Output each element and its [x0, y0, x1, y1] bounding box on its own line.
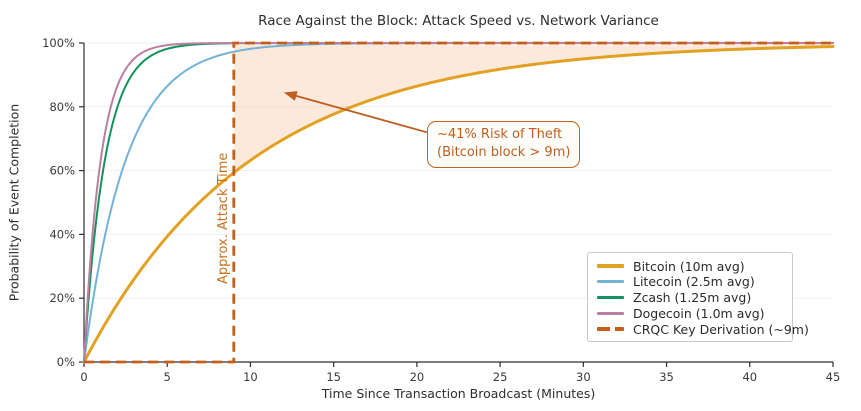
risk-annotation-line1: ~41% Risk of Theft: [437, 127, 563, 142]
legend-item-dogecoin: Dogecoin (1.0m avg): [597, 305, 784, 321]
legend-label-bitcoin: Bitcoin (10m avg): [633, 258, 745, 274]
x-tick-label: 40: [742, 370, 757, 384]
litecoin-line-swatch: [597, 280, 624, 284]
risk-shaded-region: [233, 43, 834, 173]
legend-item-zcash: Zcash (1.25m avg): [597, 290, 784, 305]
legend-label-litecoin: Litecoin (2.5m avg): [633, 274, 755, 290]
legend-item-litecoin: Litecoin (2.5m avg): [597, 274, 784, 290]
y-tick-label: 0%: [57, 355, 75, 369]
dogecoin-line-swatch: [597, 311, 624, 315]
x-axis-label: Time Since Transaction Broadcast (Minute…: [321, 386, 596, 401]
x-tick-label: 25: [493, 370, 508, 384]
risk-annotation-line2: (Bitcoin block > 9m): [437, 144, 571, 160]
x-tick-label: 20: [410, 370, 425, 384]
y-tick-label: 20%: [49, 291, 75, 305]
legend: Bitcoin (10m avg) Litecoin (2.5m avg) Zc…: [587, 252, 809, 342]
bitcoin-line-swatch: [597, 264, 624, 268]
chart-title: Race Against the Block: Attack Speed vs.…: [258, 13, 659, 29]
y-tick-label: 100%: [42, 36, 75, 50]
y-tick-label: 60%: [49, 164, 75, 178]
x-tick-label: 30: [576, 370, 591, 384]
legend-label-zcash: Zcash (1.25m avg): [633, 290, 752, 305]
legend-item-bitcoin: Bitcoin (10m avg): [597, 258, 784, 274]
crqc-threshold-line: [84, 41, 833, 364]
legend-label-dogecoin: Dogecoin (1.0m avg): [633, 305, 765, 321]
y-axis-label: Probability of Event Completion: [6, 103, 22, 302]
zcash-line-swatch: [597, 296, 624, 299]
x-tick-label: 15: [326, 370, 341, 384]
legend-label-crqc: CRQC Key Derivation (~9m): [633, 321, 809, 337]
y-tick-label: 40%: [49, 227, 75, 241]
x-tick-label: 45: [826, 370, 841, 384]
x-tick-label: 5: [164, 370, 171, 384]
x-tick-label: 35: [659, 370, 674, 384]
risk-annotation-box: ~41% Risk of Theft (Bitcoin block > 9m): [427, 121, 581, 168]
curve-bitcoin: [82, 45, 835, 364]
annotation-arrow-shaft: [293, 94, 428, 134]
x-tick-label: 0: [80, 370, 87, 384]
legend-item-crqc: CRQC Key Derivation (~9m): [597, 322, 809, 337]
attack-time-vertical-label: Approx. Attack Time: [216, 152, 231, 284]
x-tick-label: 10: [243, 370, 258, 384]
crqc-dashed-line-swatch: [597, 327, 624, 331]
annotation-arrow-head: [283, 91, 298, 101]
y-tick-label: 80%: [49, 100, 75, 114]
